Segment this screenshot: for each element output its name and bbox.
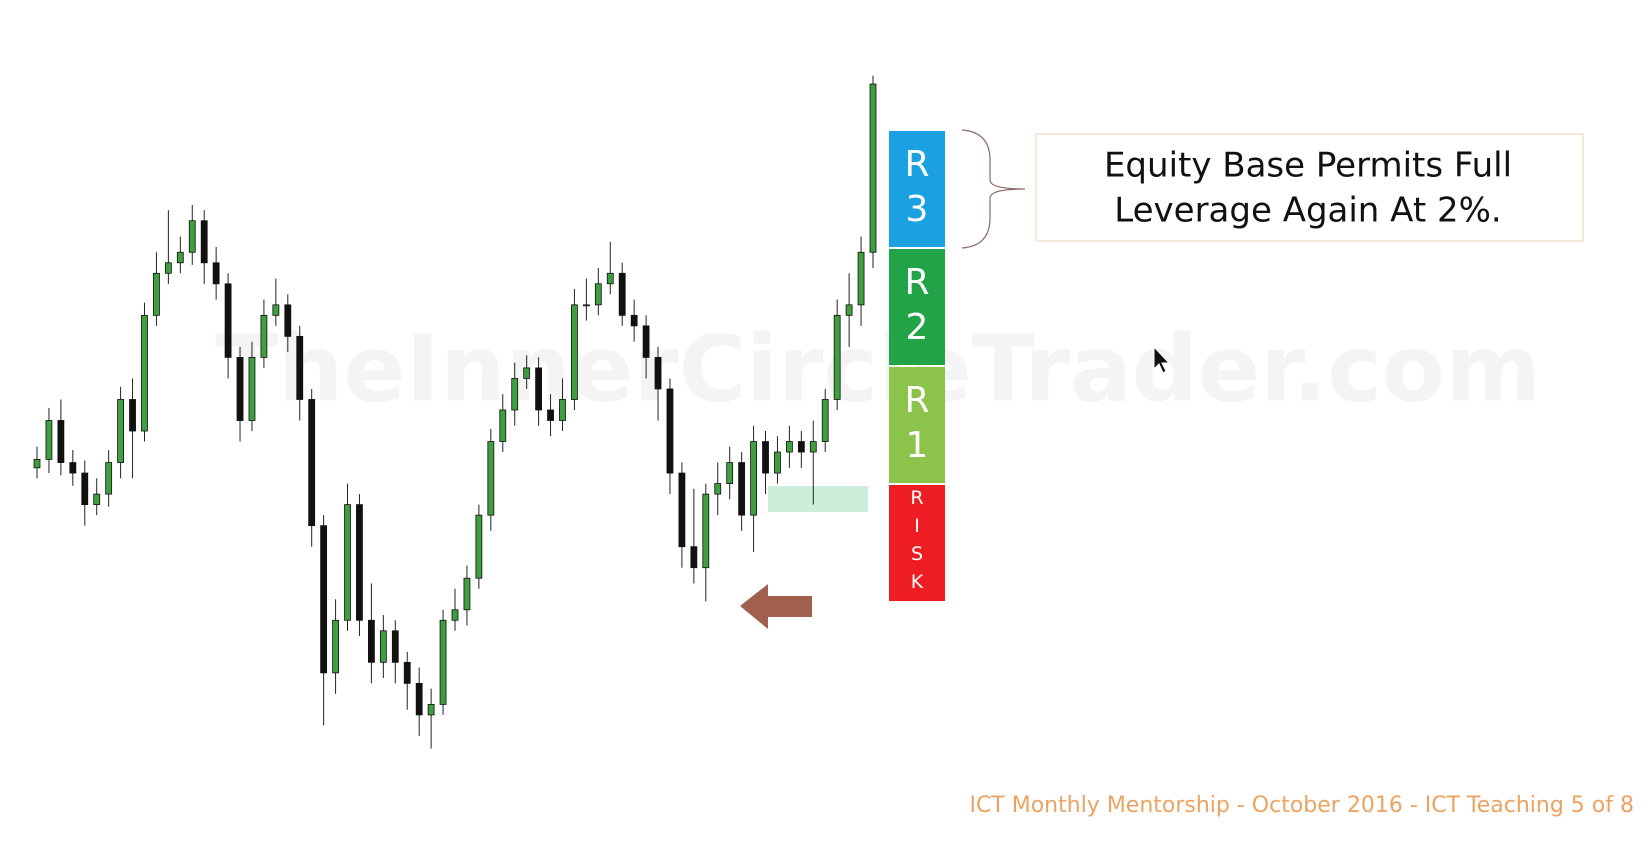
candle-body [869, 83, 877, 253]
candle-body [809, 441, 817, 453]
candle-body [117, 399, 124, 463]
candle-body [762, 441, 769, 474]
candle-body [821, 399, 829, 442]
candle-body [499, 409, 507, 442]
callout-line: Equity Base Permits Full [1104, 146, 1512, 186]
level-box [889, 131, 945, 247]
candle-body [463, 577, 471, 611]
candle-body [571, 304, 578, 400]
candle-body [284, 304, 292, 337]
arrow [740, 584, 812, 629]
candle-body [857, 251, 865, 306]
candle-body [797, 441, 805, 453]
candle-body [332, 619, 339, 674]
candle-body [69, 462, 77, 474]
candle-body [594, 283, 602, 306]
candle-body [690, 546, 698, 569]
candle-body [738, 462, 746, 516]
candle-body [511, 378, 519, 411]
candle-body [45, 420, 53, 460]
candle-body [153, 272, 160, 316]
candle-body [833, 314, 841, 400]
candle-body [845, 304, 853, 316]
candle-body [188, 220, 196, 253]
candle-body [606, 272, 614, 285]
candle-body [260, 314, 268, 358]
candle-body [308, 399, 316, 527]
watermark: TheInnerCircleTrader.com [215, 315, 1541, 422]
candle-body [81, 472, 89, 506]
candle-body [248, 357, 256, 421]
candle-body [391, 630, 399, 663]
candle-body [379, 630, 387, 663]
candle-body [176, 251, 184, 264]
candle-body [403, 661, 411, 684]
candle-body [582, 304, 590, 307]
candle-body [57, 420, 65, 463]
candle-body [774, 451, 781, 474]
cursor [1153, 345, 1171, 374]
candle-body [367, 619, 375, 663]
callout-line: Leverage Again At 2%. [1114, 191, 1501, 231]
candle-body [439, 619, 447, 705]
candle-body [224, 283, 232, 358]
candle-body [702, 493, 710, 569]
candle-body [141, 314, 148, 432]
level-box [889, 367, 945, 483]
candle-body [487, 441, 495, 516]
candle-body [93, 493, 101, 506]
candle-body [427, 703, 435, 716]
candle-body [726, 462, 734, 484]
candle-body [475, 514, 483, 579]
candle-body [654, 357, 662, 390]
candle-body [547, 409, 554, 421]
candle-body [523, 367, 531, 379]
level-label: RISK [906, 487, 928, 599]
candle-body [320, 525, 328, 674]
candle-body [535, 367, 542, 411]
entry-zone [768, 486, 868, 512]
candle-body [344, 504, 351, 621]
candle-body [272, 304, 280, 316]
candle-body [559, 399, 566, 421]
candle-body [415, 682, 423, 716]
footer: ICT Monthly Mentorship - October 2016 - … [969, 793, 1634, 818]
candle-body [451, 609, 459, 621]
candle-body [236, 357, 244, 421]
candle-body [105, 462, 113, 495]
candle-body [212, 262, 220, 285]
candle-body [642, 325, 650, 358]
candle-body [750, 441, 757, 516]
candle-body [296, 335, 304, 400]
candle-body [666, 388, 674, 474]
candle-body [164, 262, 172, 274]
candle-body [33, 459, 41, 469]
level-label: R1 [897, 380, 938, 470]
callout-box [1035, 133, 1584, 242]
candle-body [678, 472, 686, 548]
candle-body [714, 483, 722, 495]
candle-body [786, 441, 793, 453]
candle-body [200, 220, 208, 264]
level-label: R2 [897, 262, 938, 352]
level-box [889, 249, 945, 365]
candle-body [129, 399, 136, 432]
candle-body [618, 272, 626, 316]
brace [961, 129, 1026, 249]
candle-body [630, 314, 638, 327]
level-box [889, 485, 945, 601]
candle-body [356, 504, 363, 621]
level-label: R3 [897, 144, 938, 234]
